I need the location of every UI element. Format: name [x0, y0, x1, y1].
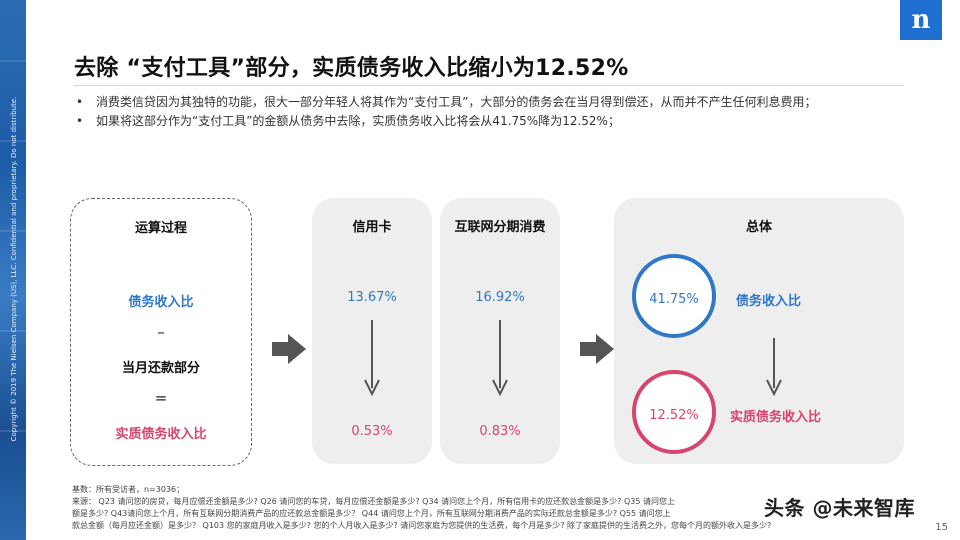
copyright-notice: Copyright © 2019 The Nielsen Company (US… — [10, 96, 18, 442]
down-arrow-icon — [766, 338, 782, 397]
installment-panel: 互联网分期消费 16.92% 0.83% — [440, 198, 560, 464]
credit-card-ratio: 13.67% — [347, 290, 397, 305]
footnote-source: 额是多少? Q43请问您上个月，所有互联网分期消费产品的应还款总金额是多少？ Q… — [72, 509, 671, 518]
credit-card-net-ratio: 0.53% — [351, 424, 393, 439]
process-monthly-repayment: 当月还款部分 — [121, 361, 200, 376]
down-arrow-icon — [492, 320, 508, 397]
credit-card-panel: 信用卡 13.67% 0.53% — [312, 198, 432, 464]
total-panel: 总体 41.75% 债务收入比 12.52% 实质债务收入比 — [614, 198, 904, 464]
net-debt-ratio-circle: 12.52% — [632, 370, 716, 454]
page-number: 15 — [935, 522, 948, 533]
installment-net-ratio: 0.83% — [479, 424, 521, 439]
footnote-base: 基数：所有受访者，n=3036； — [72, 485, 185, 494]
equals-operator: = — [154, 389, 168, 407]
bullet-item: 如果将这部分作为“支付工具”的金额从债务中去除，实质债务收入比将会从41.75%… — [72, 112, 892, 131]
watermark: 头条 @未来智库 — [764, 496, 915, 520]
credit-card-header: 信用卡 — [352, 220, 392, 235]
total-header: 总体 — [745, 220, 772, 235]
left-brand-strip: Copyright © 2019 The Nielsen Company (US… — [0, 0, 26, 540]
slide-title: 去除 “支付工具”部分，实质债务收入比缩小为12.52% — [74, 56, 629, 81]
total-debt-ratio-label: 债务收入比 — [736, 294, 802, 309]
debt-ratio-circle: 41.75% — [632, 254, 716, 338]
bullet-list: 消费类信贷因为其独特的功能，很大一部分年轻人将其作为“支付工具”，大部分的债务会… — [72, 93, 892, 131]
process-net-debt-ratio: 实质债务收入比 — [115, 427, 207, 442]
footnote: 基数：所有受访者，n=3036； 来源： Q23 请问您的房贷，每月应偿还金额是… — [72, 484, 952, 532]
process-debt-ratio: 债务收入比 — [128, 295, 194, 310]
installment-header: 互联网分期消费 — [454, 220, 546, 235]
footnote-source: 来源： Q23 请问您的房贷，每月应偿还金额是多少? Q26 请问您的车贷，每月… — [72, 497, 675, 506]
minus-operator: – — [157, 323, 165, 341]
right-arrow-icon — [272, 334, 306, 364]
down-arrow-icon — [364, 320, 380, 397]
right-arrow-icon — [580, 334, 614, 364]
calculation-process-box: 运算过程 债务收入比 – 当月还款部分 = 实质债务收入比 — [70, 198, 252, 466]
process-header: 运算过程 — [134, 221, 187, 236]
installment-ratio: 16.92% — [475, 290, 525, 305]
total-net-debt-ratio-label: 实质债务收入比 — [730, 410, 822, 425]
bullet-item: 消费类信贷因为其独特的功能，很大一部分年轻人将其作为“支付工具”，大部分的债务会… — [72, 93, 892, 112]
nielsen-logo: n — [900, 0, 942, 40]
title-divider — [74, 85, 904, 86]
footnote-source: 款总金额（每月应还金额）是多少？ Q103 您的家庭月收入是多少? 您的个人月收… — [72, 521, 772, 530]
